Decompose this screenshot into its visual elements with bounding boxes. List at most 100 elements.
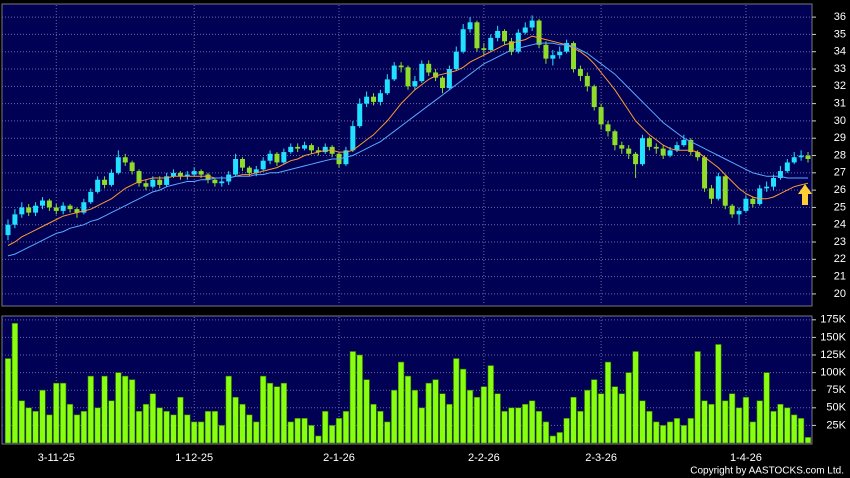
candle-body [198,171,204,175]
volume-bar [211,411,218,444]
volume-bar [687,418,694,444]
volume-bar [322,411,329,444]
x-tick-label: 2-3-26 [585,452,617,464]
candle-body [460,29,466,52]
candle-body [39,200,45,206]
y-tick-label: 50K [826,402,846,414]
candle-body [288,146,294,153]
volume-bar [487,365,494,444]
candle-body [19,207,25,215]
candle-body [357,103,363,127]
volume-bar [294,418,301,444]
candle-body [122,157,128,163]
volume-bar [404,375,412,444]
candle-body [708,188,714,199]
volume-bar [398,361,405,444]
candle-body [495,30,501,38]
y-tick-label: 23 [834,236,846,248]
volume-bar [135,411,143,444]
candle-body [384,79,390,94]
candle-body [419,63,425,82]
volume-bar [604,361,612,444]
volume-bar [556,432,563,444]
candle-body [108,172,114,185]
x-tick-label: 2-2-26 [468,452,500,464]
candle-body [798,155,804,158]
candle-body [426,63,432,73]
candle-body [702,157,708,189]
volume-bar [66,403,74,444]
candle-body [274,153,280,163]
candle-body [253,169,259,173]
candle-body [33,205,39,213]
volume-bar [777,403,784,444]
candle-body [157,179,163,185]
plot-layer: 3-11-25 1-12-25 2-1-26 2-2-26 2-3-26 1-4-26 20… [2,5,847,464]
volume-bar [377,411,384,444]
volume-bar [680,425,687,444]
price-panel [1,3,813,307]
volume-bar [508,407,515,444]
candle-body [191,171,197,175]
candle-body [757,188,763,204]
candle-body [46,200,52,208]
candle-body [364,96,370,104]
volume-bar [549,435,556,444]
x-tick-label: 1-12-25 [175,452,213,464]
candle-body [598,107,604,125]
candle-body [750,198,756,204]
volume-bar [25,407,32,444]
candle-body [315,150,321,153]
volume-bar [694,351,701,444]
volume-bar [611,386,618,444]
volume-bar [742,396,750,444]
volume-bar [542,421,550,444]
volume-bar [446,403,453,444]
volume-bar [266,382,274,444]
candle-body [267,153,273,161]
candle-body [302,145,308,149]
candle-body [143,183,149,187]
volume-bar [218,425,225,444]
candle-body [653,146,659,149]
volume-bar [142,403,150,444]
candle-body [81,202,87,213]
volume-bar [115,372,122,444]
candle-body [667,150,673,156]
candle-body [791,157,797,163]
candle-body [391,65,397,80]
volume-bar [384,421,391,444]
candle-body [60,205,66,211]
volume-bar [32,411,39,444]
y-tick-label: 31 [834,98,846,110]
candle-body [129,162,135,172]
candle-body [5,224,11,236]
candle-body [743,198,749,211]
candle-body [550,55,556,59]
volume-bar [80,411,87,444]
volume-bar [39,389,46,444]
candle-body [412,81,418,87]
y-tick-label: 33 [834,63,846,75]
y-tick-label: 24 [834,219,846,231]
candle-body [308,145,314,151]
candle-body [612,131,618,146]
candle-body [136,171,142,184]
candle-body [205,174,211,180]
y-tick-label: 25 [834,201,846,213]
candle-body [53,207,59,211]
volume-bar [53,382,60,444]
volume-bar [749,421,756,444]
volume-bar [804,437,812,444]
volume-bar [273,386,281,444]
volume-bar [791,414,798,444]
candle-body [246,167,252,173]
volume-bar [239,403,246,444]
volume-bar [87,375,94,444]
volume-bar [349,351,356,444]
y-tick-label: 150K [820,331,846,343]
volume-bar [480,386,487,444]
candle-body [557,51,563,56]
candle-body [177,172,183,177]
volume-bar [729,393,736,444]
